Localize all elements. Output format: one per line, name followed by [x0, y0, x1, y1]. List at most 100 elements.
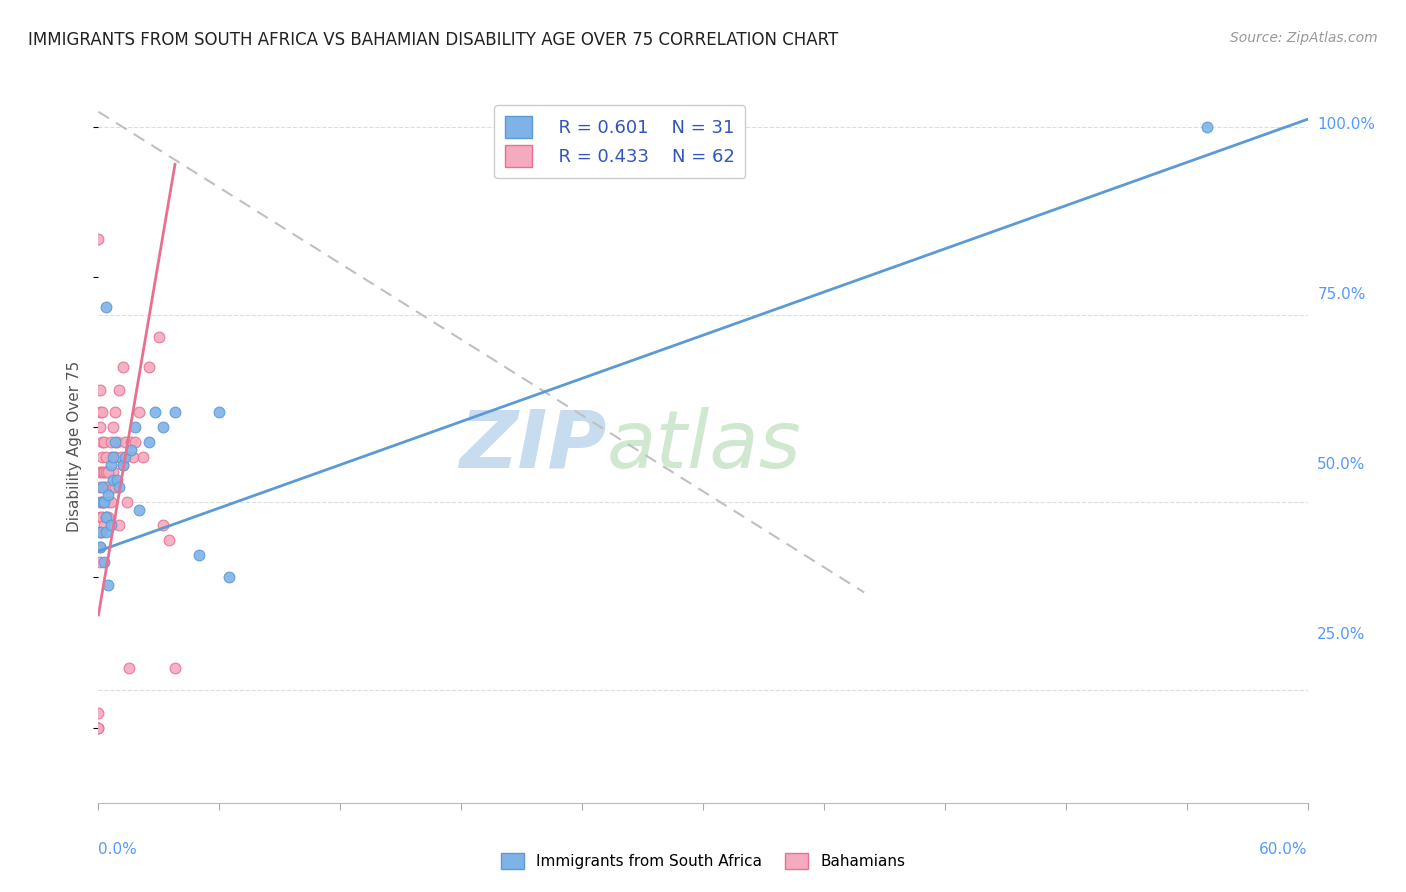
Point — [120, 442, 142, 457]
Point — [103, 480, 125, 494]
Point — [93, 480, 115, 494]
Point — [157, 533, 180, 547]
Point — [93, 556, 115, 570]
Point — [121, 450, 143, 465]
Text: Source: ZipAtlas.com: Source: ZipAtlas.com — [1230, 31, 1378, 45]
Point — [91, 405, 114, 419]
Point — [188, 548, 211, 562]
Point — [91, 435, 114, 450]
Text: atlas: atlas — [606, 407, 801, 485]
Point — [97, 480, 120, 494]
Point — [101, 473, 124, 487]
Legend:   R = 0.601    N = 31,   R = 0.433    N = 62: R = 0.601 N = 31, R = 0.433 N = 62 — [495, 105, 745, 178]
Point — [89, 525, 111, 540]
Point — [91, 510, 114, 524]
Point — [89, 383, 111, 397]
Point — [103, 435, 125, 450]
Point — [105, 435, 128, 450]
Point — [120, 435, 142, 450]
Point — [96, 465, 118, 479]
Point — [91, 450, 114, 465]
Point — [93, 495, 115, 509]
Point — [1195, 120, 1218, 134]
Point — [148, 330, 170, 344]
Point — [89, 525, 111, 540]
Point — [103, 405, 125, 419]
Point — [87, 721, 110, 735]
Point — [87, 232, 110, 246]
Point — [97, 488, 120, 502]
Point — [124, 420, 146, 434]
Point — [96, 450, 118, 465]
Point — [110, 450, 132, 465]
Point — [128, 503, 150, 517]
Point — [111, 458, 134, 472]
Point — [101, 450, 124, 465]
Point — [96, 480, 118, 494]
Point — [163, 660, 186, 674]
Point — [100, 435, 122, 450]
Legend: Immigrants from South Africa, Bahamians: Immigrants from South Africa, Bahamians — [495, 847, 911, 875]
Point — [208, 405, 231, 419]
Point — [89, 420, 111, 434]
Point — [101, 420, 124, 434]
Point — [89, 465, 111, 479]
Point — [96, 300, 118, 314]
Point — [97, 510, 120, 524]
Point — [114, 435, 136, 450]
Point — [89, 541, 111, 555]
Text: 0.0%: 0.0% — [98, 842, 138, 857]
Point — [111, 360, 134, 375]
Y-axis label: Disability Age Over 75: Disability Age Over 75 — [67, 360, 83, 532]
Point — [101, 480, 124, 494]
Point — [101, 465, 124, 479]
Point — [163, 405, 186, 419]
Point — [91, 495, 114, 509]
Point — [87, 721, 110, 735]
Point — [91, 495, 114, 509]
Point — [91, 525, 114, 540]
Point — [107, 383, 129, 397]
Point — [103, 450, 125, 465]
Point — [89, 541, 111, 555]
Point — [152, 517, 174, 532]
Point — [89, 480, 111, 494]
Point — [96, 525, 118, 540]
Point — [114, 450, 136, 465]
Point — [96, 510, 118, 524]
Point — [143, 405, 166, 419]
Point — [91, 480, 114, 494]
Point — [100, 450, 122, 465]
Point — [97, 465, 120, 479]
Point — [138, 435, 160, 450]
Point — [111, 458, 134, 472]
Point — [91, 465, 114, 479]
Point — [93, 465, 115, 479]
Point — [105, 473, 128, 487]
Text: ZIP: ZIP — [458, 407, 606, 485]
Point — [218, 570, 240, 584]
Point — [97, 578, 120, 592]
Text: 60.0%: 60.0% — [1260, 842, 1308, 857]
Point — [118, 660, 141, 674]
Point — [89, 405, 111, 419]
Point — [132, 450, 155, 465]
Point — [89, 510, 111, 524]
Point — [96, 510, 118, 524]
Point — [100, 458, 122, 472]
Point — [87, 706, 110, 720]
Point — [89, 556, 111, 570]
Point — [124, 435, 146, 450]
Point — [100, 517, 122, 532]
Point — [97, 495, 120, 509]
Point — [115, 495, 138, 509]
Text: IMMIGRANTS FROM SOUTH AFRICA VS BAHAMIAN DISABILITY AGE OVER 75 CORRELATION CHAR: IMMIGRANTS FROM SOUTH AFRICA VS BAHAMIAN… — [28, 31, 838, 49]
Point — [107, 517, 129, 532]
Point — [100, 495, 122, 509]
Point — [128, 405, 150, 419]
Point — [138, 360, 160, 375]
Point — [93, 517, 115, 532]
Point — [89, 495, 111, 509]
Point — [152, 420, 174, 434]
Point — [107, 480, 129, 494]
